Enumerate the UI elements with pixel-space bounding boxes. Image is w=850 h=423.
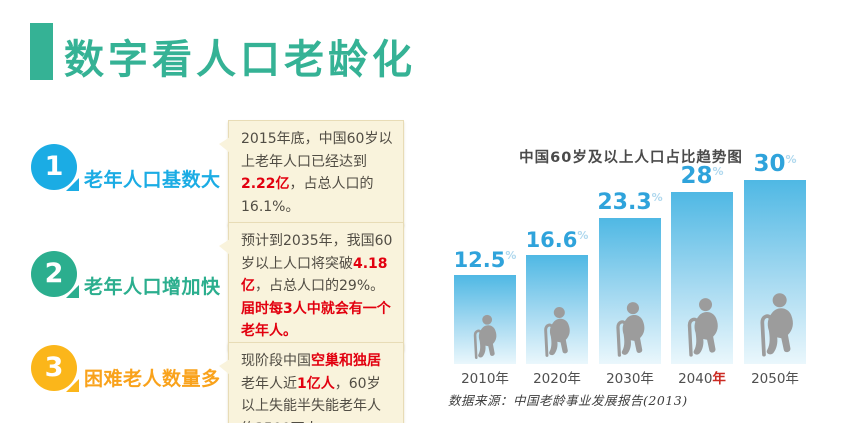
note-highlight: 空巢和独居 bbox=[311, 353, 381, 369]
x-label-2050: 2050年 bbox=[751, 371, 799, 387]
x-label-2020: 2020年 bbox=[533, 371, 581, 387]
title-accent-bar bbox=[30, 23, 53, 80]
item-2-number: 2 bbox=[44, 258, 64, 289]
note-text: ，占总人口的29%。 bbox=[255, 278, 385, 294]
elderly-person-icon bbox=[760, 293, 793, 357]
note-text: 老年人近 bbox=[241, 375, 297, 392]
elderly-person-icon bbox=[616, 302, 645, 357]
item-3-number: 3 bbox=[44, 352, 64, 383]
elderly-person-icon bbox=[473, 314, 497, 359]
item-1-note-box: 2015年底，中国60岁以上老年人口已经达到 2.22亿，占总人口的16.1%。 bbox=[219, 120, 404, 225]
elderly-person-icon bbox=[544, 306, 570, 357]
note-highlight: 4.18亿 bbox=[241, 255, 388, 295]
item-1-label: 老年人口基数大 bbox=[84, 169, 221, 191]
note-highlight: 1亿人 bbox=[297, 375, 335, 392]
elderly-person-icon bbox=[687, 298, 718, 357]
note-text: ，60岁以上失能半失能老年人约3500万人。 bbox=[241, 375, 381, 423]
bar-value-2030: 23.3% bbox=[597, 190, 663, 215]
item-2-number-bubble: 2 bbox=[31, 251, 79, 298]
x-label-2040: 2040年 bbox=[678, 371, 726, 387]
note-highlight: 届时每3人中就会有一个老年人。 bbox=[241, 300, 391, 340]
item-3-label: 困难老人数量多 bbox=[84, 368, 221, 390]
item-3-number-bubble: 3 bbox=[31, 345, 79, 392]
percent-sign: % bbox=[577, 229, 589, 242]
percent-sign: % bbox=[785, 153, 797, 166]
x-label-2010: 2010年 bbox=[461, 371, 509, 387]
note-text: 2015年底，中国60岁以上老年人口已经达到 bbox=[241, 131, 393, 170]
bar-value-2020: 16.6% bbox=[525, 228, 589, 252]
item-3-note-box: 现阶段中国空巢和独居老年人近1亿人，60岁以上失能半失能老年人约3500万人。 bbox=[219, 342, 404, 423]
item-2-label: 老年人口增加快 bbox=[84, 276, 221, 298]
chart-title: 中国60岁及以上人口占比趋势图 bbox=[519, 150, 743, 166]
page-title: 数字看人口老龄化 bbox=[64, 37, 416, 83]
x-label-2030: 2030年 bbox=[606, 371, 654, 387]
note-text: 预计到2035年，我国60岁以上人口将突破 bbox=[241, 233, 393, 272]
item-1-number: 1 bbox=[44, 151, 64, 182]
percent-sign: % bbox=[651, 191, 663, 204]
note-text: 现阶段中国 bbox=[241, 353, 311, 369]
bar-value-2050: 30% bbox=[753, 151, 797, 177]
note-text: ，占总人口的16.1%。 bbox=[241, 176, 374, 215]
data-source-note: 数据来源：中国老龄事业发展报告(2013) bbox=[448, 393, 688, 408]
note-highlight: 2.22亿 bbox=[241, 176, 290, 192]
percent-sign: % bbox=[712, 165, 724, 178]
bar-value-2040: 28% bbox=[680, 163, 724, 189]
item-1-number-bubble: 1 bbox=[31, 144, 79, 191]
percent-sign: % bbox=[505, 249, 517, 262]
item-2-note-box: 预计到2035年，我国60岁以上人口将突破4.18亿，占总人口的29%。届时每3… bbox=[219, 222, 404, 350]
bar-value-2010: 12.5% bbox=[453, 248, 517, 272]
